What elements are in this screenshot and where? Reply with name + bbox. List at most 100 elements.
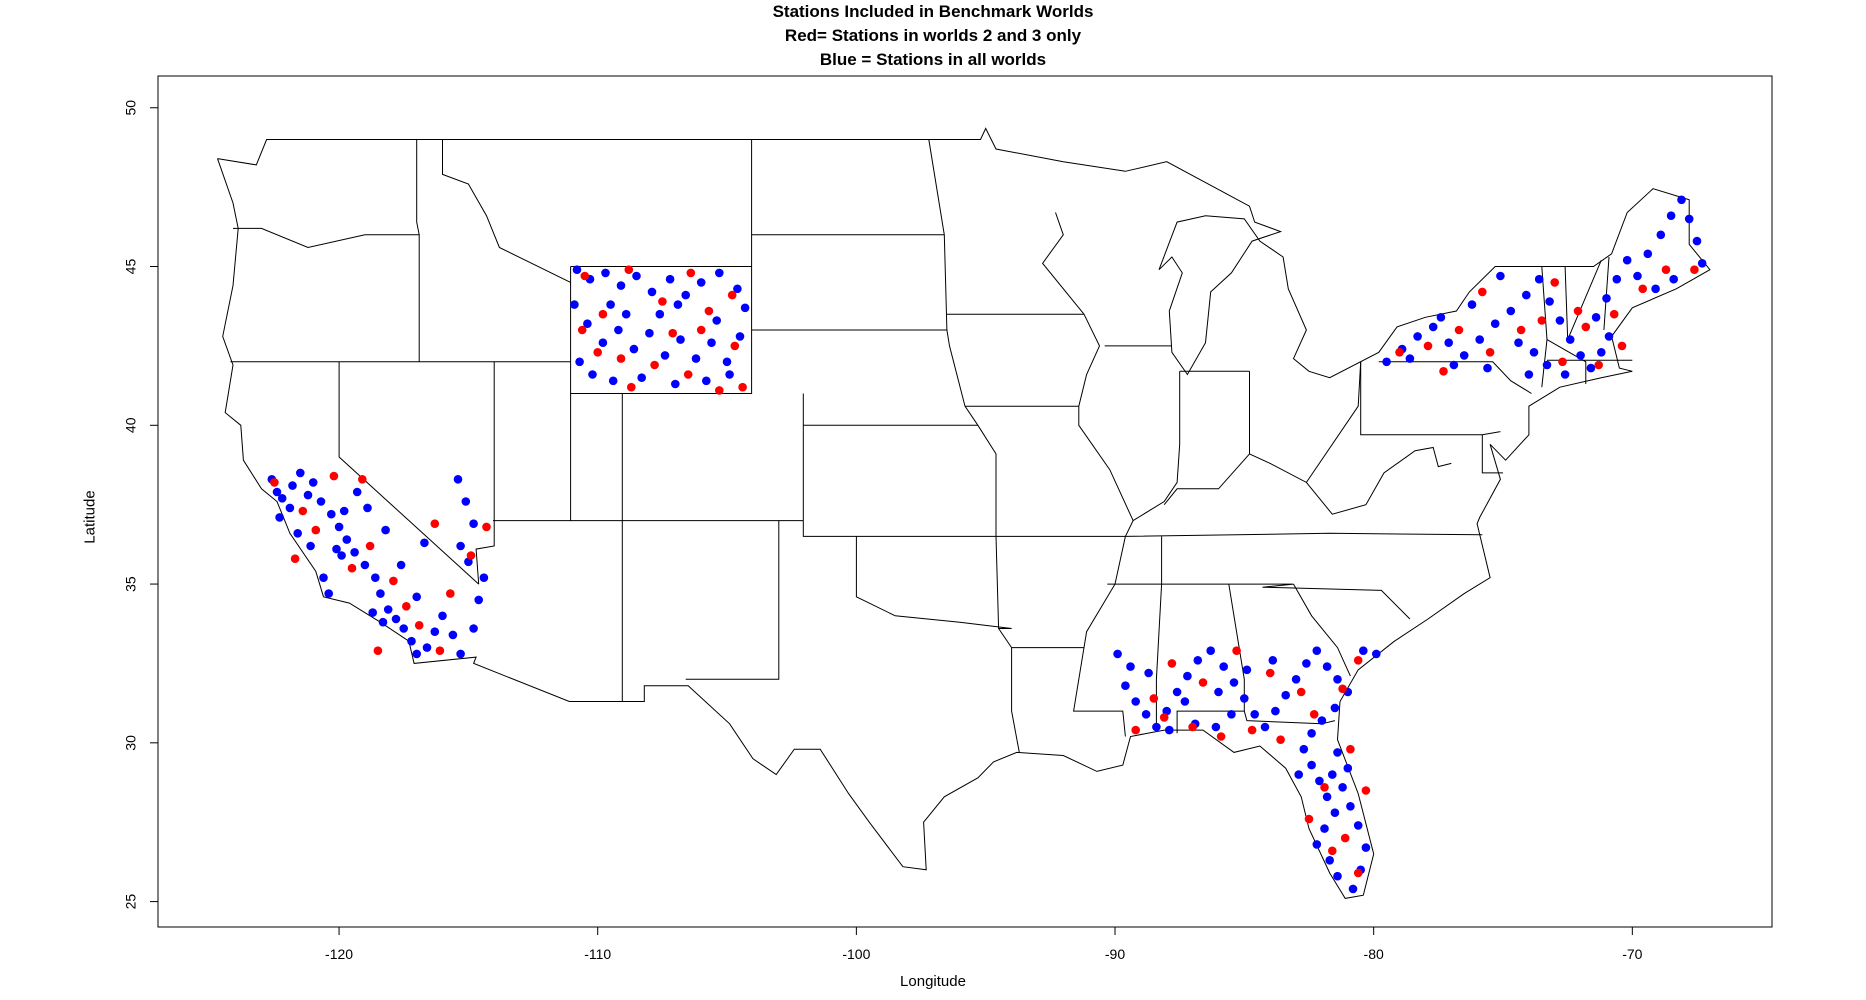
state-border xyxy=(1567,260,1602,340)
station-point xyxy=(629,344,639,354)
station-point xyxy=(277,494,287,503)
station-point xyxy=(303,490,313,500)
station-point xyxy=(275,513,284,522)
station-point xyxy=(371,573,380,582)
station-point xyxy=(1322,792,1332,802)
station-point xyxy=(1198,678,1208,687)
station-point xyxy=(1216,732,1226,741)
station-point xyxy=(1395,348,1404,357)
station-point xyxy=(1188,722,1197,732)
station-point xyxy=(311,525,321,535)
station-point xyxy=(735,332,745,341)
station-point xyxy=(350,548,359,557)
station-point xyxy=(298,506,308,516)
station-point xyxy=(1219,662,1228,671)
station-point xyxy=(456,541,465,551)
station-point xyxy=(614,325,623,335)
station-point xyxy=(414,621,424,630)
station-point xyxy=(683,370,693,379)
station-point xyxy=(665,274,675,284)
station-point xyxy=(360,560,370,570)
title-line-2: Red= Stations in worlds 2 and 3 only xyxy=(784,26,1082,45)
station-point xyxy=(671,379,680,389)
station-point xyxy=(1643,249,1653,259)
station-point xyxy=(1560,370,1570,379)
state-border xyxy=(1293,583,1351,677)
station-point xyxy=(396,560,406,570)
station-point xyxy=(580,271,590,281)
station-point xyxy=(1144,668,1153,678)
station-point xyxy=(1126,662,1135,671)
station-point xyxy=(1604,332,1614,341)
state-border xyxy=(1125,532,1483,537)
station-point xyxy=(621,309,631,319)
station-point xyxy=(373,646,383,655)
station-point xyxy=(696,325,706,335)
station-point xyxy=(616,354,626,363)
station-point xyxy=(1296,687,1306,697)
station-point xyxy=(1320,783,1329,792)
x-tick-label: -120 xyxy=(325,946,353,962)
station-point xyxy=(1485,348,1495,357)
station-point xyxy=(296,468,305,478)
station-point xyxy=(1315,776,1324,786)
y-axis-label: Latitude xyxy=(81,490,99,544)
state-border xyxy=(1481,434,1503,474)
state-border xyxy=(995,536,1020,753)
station-points xyxy=(267,195,1707,894)
station-point xyxy=(1165,725,1174,735)
station-point xyxy=(1467,300,1477,309)
station-point xyxy=(430,519,440,528)
station-point xyxy=(1232,646,1241,655)
station-point xyxy=(337,551,346,560)
station-point xyxy=(577,325,587,335)
station-point xyxy=(598,309,608,319)
station-point xyxy=(1141,710,1151,719)
station-point xyxy=(1317,716,1327,725)
station-point xyxy=(632,271,641,281)
station-point xyxy=(1131,725,1140,735)
station-point xyxy=(1558,357,1567,367)
state-border xyxy=(570,266,753,394)
station-point xyxy=(1449,360,1459,370)
state-border xyxy=(475,361,495,585)
station-point xyxy=(339,506,349,516)
station-point xyxy=(1353,868,1363,878)
station-point xyxy=(1413,332,1422,341)
station-point xyxy=(1172,687,1182,697)
station-point xyxy=(448,630,458,640)
station-point xyxy=(1529,348,1539,357)
station-point xyxy=(422,643,432,652)
station-point xyxy=(378,617,388,627)
station-point xyxy=(1692,236,1702,246)
station-point xyxy=(1346,744,1355,754)
state-border xyxy=(928,139,997,537)
station-point xyxy=(1591,313,1601,322)
station-point xyxy=(658,297,667,306)
station-point xyxy=(1206,646,1215,655)
station-point xyxy=(368,608,378,617)
station-point xyxy=(430,627,440,636)
axes: -120 -110 -100 -90 -80 -70 25 30 35 40 45 50 xyxy=(123,100,1643,962)
station-point xyxy=(601,268,610,278)
station-point xyxy=(1325,856,1334,865)
station-point xyxy=(673,300,683,309)
station-point xyxy=(686,268,696,278)
station-point xyxy=(1149,694,1159,703)
station-point xyxy=(1475,335,1484,344)
station-point xyxy=(1211,722,1221,732)
station-point xyxy=(332,544,341,554)
title-line-1: Stations Included in Benchmark Worlds xyxy=(772,2,1094,21)
station-point xyxy=(1677,195,1686,205)
station-point xyxy=(1617,341,1627,351)
station-point xyxy=(608,376,618,386)
station-point xyxy=(316,497,326,506)
station-point xyxy=(1333,675,1342,684)
station-point xyxy=(329,471,339,481)
station-point xyxy=(1302,659,1311,668)
y-tick-label: 40 xyxy=(123,417,139,433)
station-point xyxy=(712,316,721,325)
station-point xyxy=(1656,230,1666,240)
station-point xyxy=(1121,681,1130,690)
station-point xyxy=(1550,278,1559,287)
